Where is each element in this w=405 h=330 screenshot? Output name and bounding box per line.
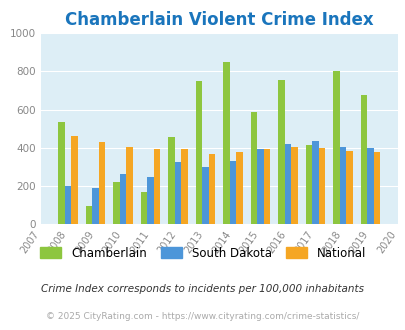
Bar xyxy=(360,95,366,224)
Bar xyxy=(92,188,99,224)
Title: Chamberlain Violent Crime Index: Chamberlain Violent Crime Index xyxy=(65,11,373,29)
Bar xyxy=(181,149,188,224)
Bar xyxy=(256,149,263,224)
Bar xyxy=(277,80,284,224)
Text: Crime Index corresponds to incidents per 100,000 inhabitants: Crime Index corresponds to incidents per… xyxy=(41,284,364,294)
Bar xyxy=(311,141,318,224)
Bar xyxy=(229,161,236,224)
Bar xyxy=(126,147,132,224)
Bar xyxy=(174,162,181,224)
Bar xyxy=(99,142,105,224)
Text: © 2025 CityRating.com - https://www.cityrating.com/crime-statistics/: © 2025 CityRating.com - https://www.city… xyxy=(46,313,359,321)
Bar xyxy=(147,177,153,224)
Bar xyxy=(119,174,126,224)
Bar xyxy=(202,167,208,224)
Bar xyxy=(168,137,174,224)
Bar xyxy=(208,153,215,224)
Bar xyxy=(113,182,119,224)
Bar xyxy=(222,62,229,224)
Bar xyxy=(290,147,297,224)
Bar xyxy=(345,151,352,224)
Bar xyxy=(284,144,290,224)
Bar xyxy=(140,192,147,224)
Bar xyxy=(263,149,270,224)
Legend: Chamberlain, South Dakota, National: Chamberlain, South Dakota, National xyxy=(35,242,370,264)
Bar xyxy=(153,149,160,224)
Bar xyxy=(58,122,65,224)
Bar xyxy=(71,136,78,224)
Bar xyxy=(195,81,202,224)
Bar xyxy=(250,113,256,224)
Bar xyxy=(339,147,345,224)
Bar xyxy=(305,145,311,224)
Bar xyxy=(236,152,242,224)
Bar xyxy=(318,148,324,224)
Bar xyxy=(85,206,92,224)
Bar xyxy=(332,71,339,224)
Bar xyxy=(373,152,379,224)
Bar xyxy=(65,186,71,224)
Bar xyxy=(366,148,373,224)
